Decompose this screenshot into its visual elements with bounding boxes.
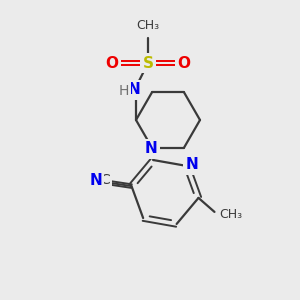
Text: O: O (106, 56, 118, 70)
Text: S: S (142, 56, 154, 70)
Text: CH₃: CH₃ (136, 19, 160, 32)
Text: N: N (128, 82, 140, 98)
Text: O: O (178, 56, 190, 70)
Text: CH₃: CH₃ (220, 208, 243, 221)
Text: N: N (185, 158, 198, 172)
Text: N: N (145, 141, 158, 156)
Text: C: C (100, 173, 110, 187)
Text: N: N (89, 172, 102, 188)
Text: H: H (119, 84, 129, 98)
